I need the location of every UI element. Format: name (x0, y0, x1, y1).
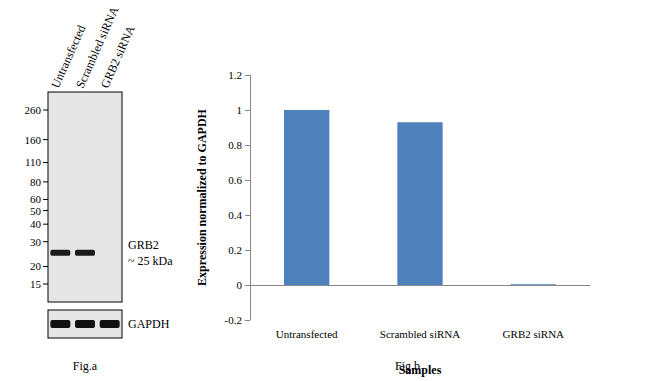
svg-text:80: 80 (30, 176, 42, 188)
svg-text:1.2: 1.2 (228, 69, 242, 81)
svg-text:GRB2 siRNA: GRB2 siRNA (98, 23, 138, 90)
svg-text:60: 60 (30, 193, 41, 206)
svg-text:Samples: Samples (399, 363, 442, 377)
svg-text:50: 50 (30, 205, 42, 217)
svg-text:Scrambled siRNA: Scrambled siRNA (73, 4, 122, 91)
svg-text:GRB2 siRNA: GRB2 siRNA (503, 328, 564, 340)
svg-text:0.6: 0.6 (228, 174, 242, 186)
svg-text:Scrambled siRNA: Scrambled siRNA (380, 328, 460, 340)
svg-text:-0.2: -0.2 (225, 314, 242, 326)
svg-text:20: 20 (30, 260, 42, 272)
svg-text:GAPDH: GAPDH (128, 317, 170, 331)
svg-text:40: 40 (30, 218, 42, 230)
svg-text:Expression normalized to GAPDH: Expression normalized to GAPDH (195, 108, 209, 285)
svg-text:1: 1 (237, 104, 243, 116)
svg-text:110: 110 (25, 156, 42, 168)
svg-text:160: 160 (25, 134, 42, 146)
svg-text:30: 30 (30, 236, 42, 248)
svg-text:Untransfected: Untransfected (276, 328, 338, 340)
svg-text:0.4: 0.4 (228, 209, 242, 221)
svg-text:Untransfected: Untransfected (48, 23, 89, 91)
svg-text:0.2: 0.2 (228, 244, 242, 256)
svg-text:Fig.a: Fig.a (73, 359, 98, 373)
svg-text:GRB2: GRB2 (128, 238, 159, 252)
svg-text:260: 260 (25, 104, 42, 116)
svg-text:0.8: 0.8 (228, 139, 242, 151)
svg-text:~ 25 kDa: ~ 25 kDa (128, 254, 173, 268)
svg-text:0: 0 (237, 279, 243, 291)
svg-text:15: 15 (30, 278, 42, 290)
